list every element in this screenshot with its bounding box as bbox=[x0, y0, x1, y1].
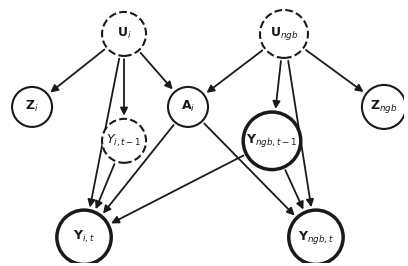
Text: $\mathbf{Y}_{i,t}$: $\mathbf{Y}_{i,t}$ bbox=[73, 229, 95, 246]
Ellipse shape bbox=[12, 87, 52, 127]
Text: $Y_{i,t-1}$: $Y_{i,t-1}$ bbox=[106, 133, 142, 149]
Ellipse shape bbox=[260, 10, 308, 58]
Text: $\mathbf{U}_i$: $\mathbf{U}_i$ bbox=[117, 26, 131, 41]
Text: $\mathbf{Y}_{ngb,t-1}$: $\mathbf{Y}_{ngb,t-1}$ bbox=[246, 132, 297, 149]
Ellipse shape bbox=[243, 112, 301, 170]
Ellipse shape bbox=[102, 119, 146, 163]
Ellipse shape bbox=[289, 210, 343, 264]
Text: $\mathbf{U}_{ngb}$: $\mathbf{U}_{ngb}$ bbox=[270, 26, 298, 43]
Ellipse shape bbox=[102, 12, 146, 56]
Ellipse shape bbox=[57, 210, 111, 264]
Text: $\mathbf{Y}_{ngb,t}$: $\mathbf{Y}_{ngb,t}$ bbox=[298, 229, 334, 246]
Text: $\mathbf{A}_i$: $\mathbf{A}_i$ bbox=[181, 99, 195, 114]
Text: $\mathbf{Z}_i$: $\mathbf{Z}_i$ bbox=[25, 99, 39, 114]
Text: $\mathbf{Z}_{ngb}$: $\mathbf{Z}_{ngb}$ bbox=[370, 98, 398, 115]
Ellipse shape bbox=[168, 87, 208, 127]
Ellipse shape bbox=[362, 85, 406, 129]
